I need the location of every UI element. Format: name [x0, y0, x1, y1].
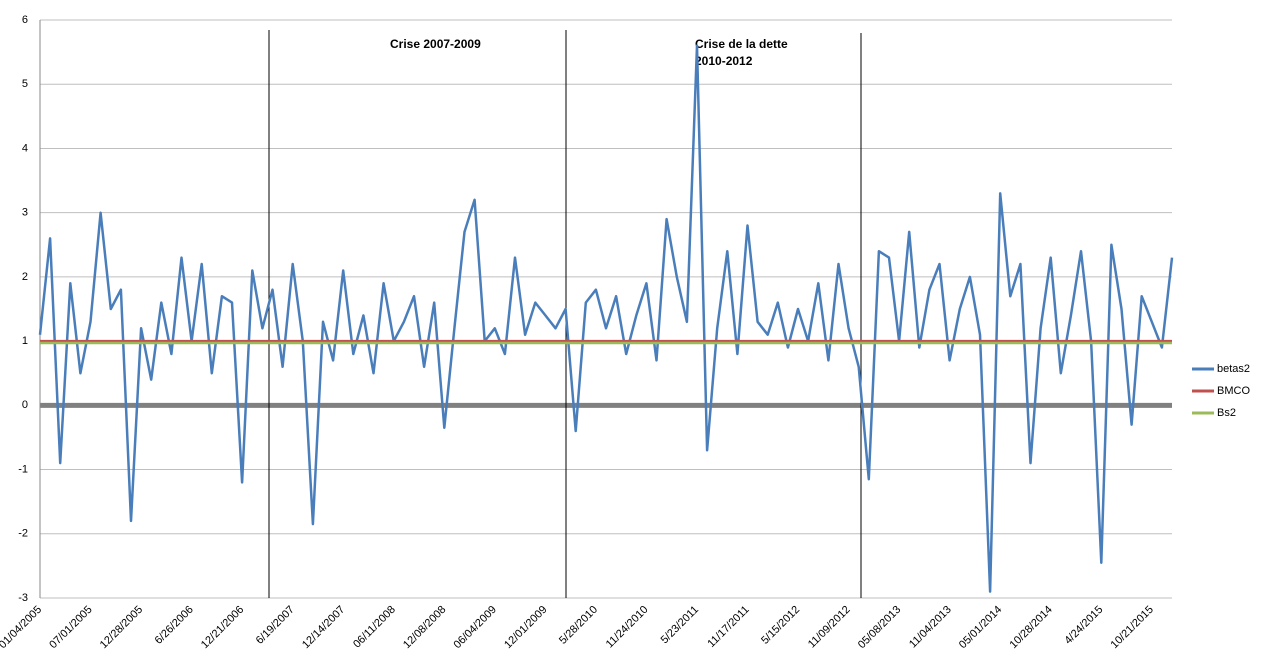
x-tick-label: 6/19/2007	[254, 604, 297, 647]
legend-label: Bs2	[1217, 407, 1236, 419]
x-tick-label: 01/04/2005	[0, 604, 44, 651]
x-tick-label: 12/28/2005	[98, 604, 145, 651]
y-tick-label: 3	[22, 207, 28, 219]
x-tick-label: 10/28/2014	[1007, 604, 1054, 651]
x-tick-label: 5/15/2012	[759, 604, 802, 647]
x-tick-label: 05/08/2013	[856, 604, 903, 651]
x-tick-label: 11/24/2010	[604, 604, 651, 651]
x-tick-label: 12/21/2006	[199, 604, 246, 651]
x-tick-label: 5/23/2011	[659, 604, 702, 647]
x-tick-label: 11/17/2011	[705, 604, 751, 650]
x-tick-label: 07/01/2005	[47, 604, 94, 651]
y-tick-label: -3	[18, 592, 28, 604]
legend-label: BMCO	[1217, 385, 1250, 397]
x-tick-label: 11/09/2012	[806, 604, 853, 651]
x-tick-label: 10/21/2015	[1109, 604, 1156, 651]
x-tick-label: 12/08/2008	[401, 604, 448, 651]
y-tick-label: -1	[18, 463, 28, 475]
y-tick-label: 0	[22, 399, 28, 411]
annotation: Crise 2007-2009	[390, 37, 481, 51]
x-tick-label: 12/14/2007	[300, 604, 347, 651]
annotation: 2010-2012	[695, 54, 753, 68]
series-line	[38, 44, 1174, 593]
x-tick-label: 06/11/2008	[351, 604, 398, 651]
x-tick-label: 11/04/2013	[907, 604, 954, 651]
x-tick-label: 6/26/2006	[153, 604, 196, 647]
grid	[40, 19, 1172, 599]
y-tick-label: -2	[18, 528, 28, 540]
x-tick-label: 05/01/2014	[957, 604, 1004, 651]
x-tick-label: 06/04/2009	[452, 604, 499, 651]
x-tick-label: 4/24/2015	[1062, 604, 1105, 647]
legend-label: betas2	[1217, 363, 1250, 375]
x-tick-label: 12/01/2009	[502, 604, 549, 651]
x-tick-label: 5/28/2010	[557, 604, 600, 647]
y-tick-label: 6	[22, 14, 28, 26]
y-tick-label: 4	[22, 142, 28, 154]
y-tick-label: 2	[22, 271, 28, 283]
y-tick-label: 5	[22, 78, 28, 90]
y-tick-label: 1	[22, 335, 28, 347]
annotation: Crise de la dette	[695, 37, 788, 51]
